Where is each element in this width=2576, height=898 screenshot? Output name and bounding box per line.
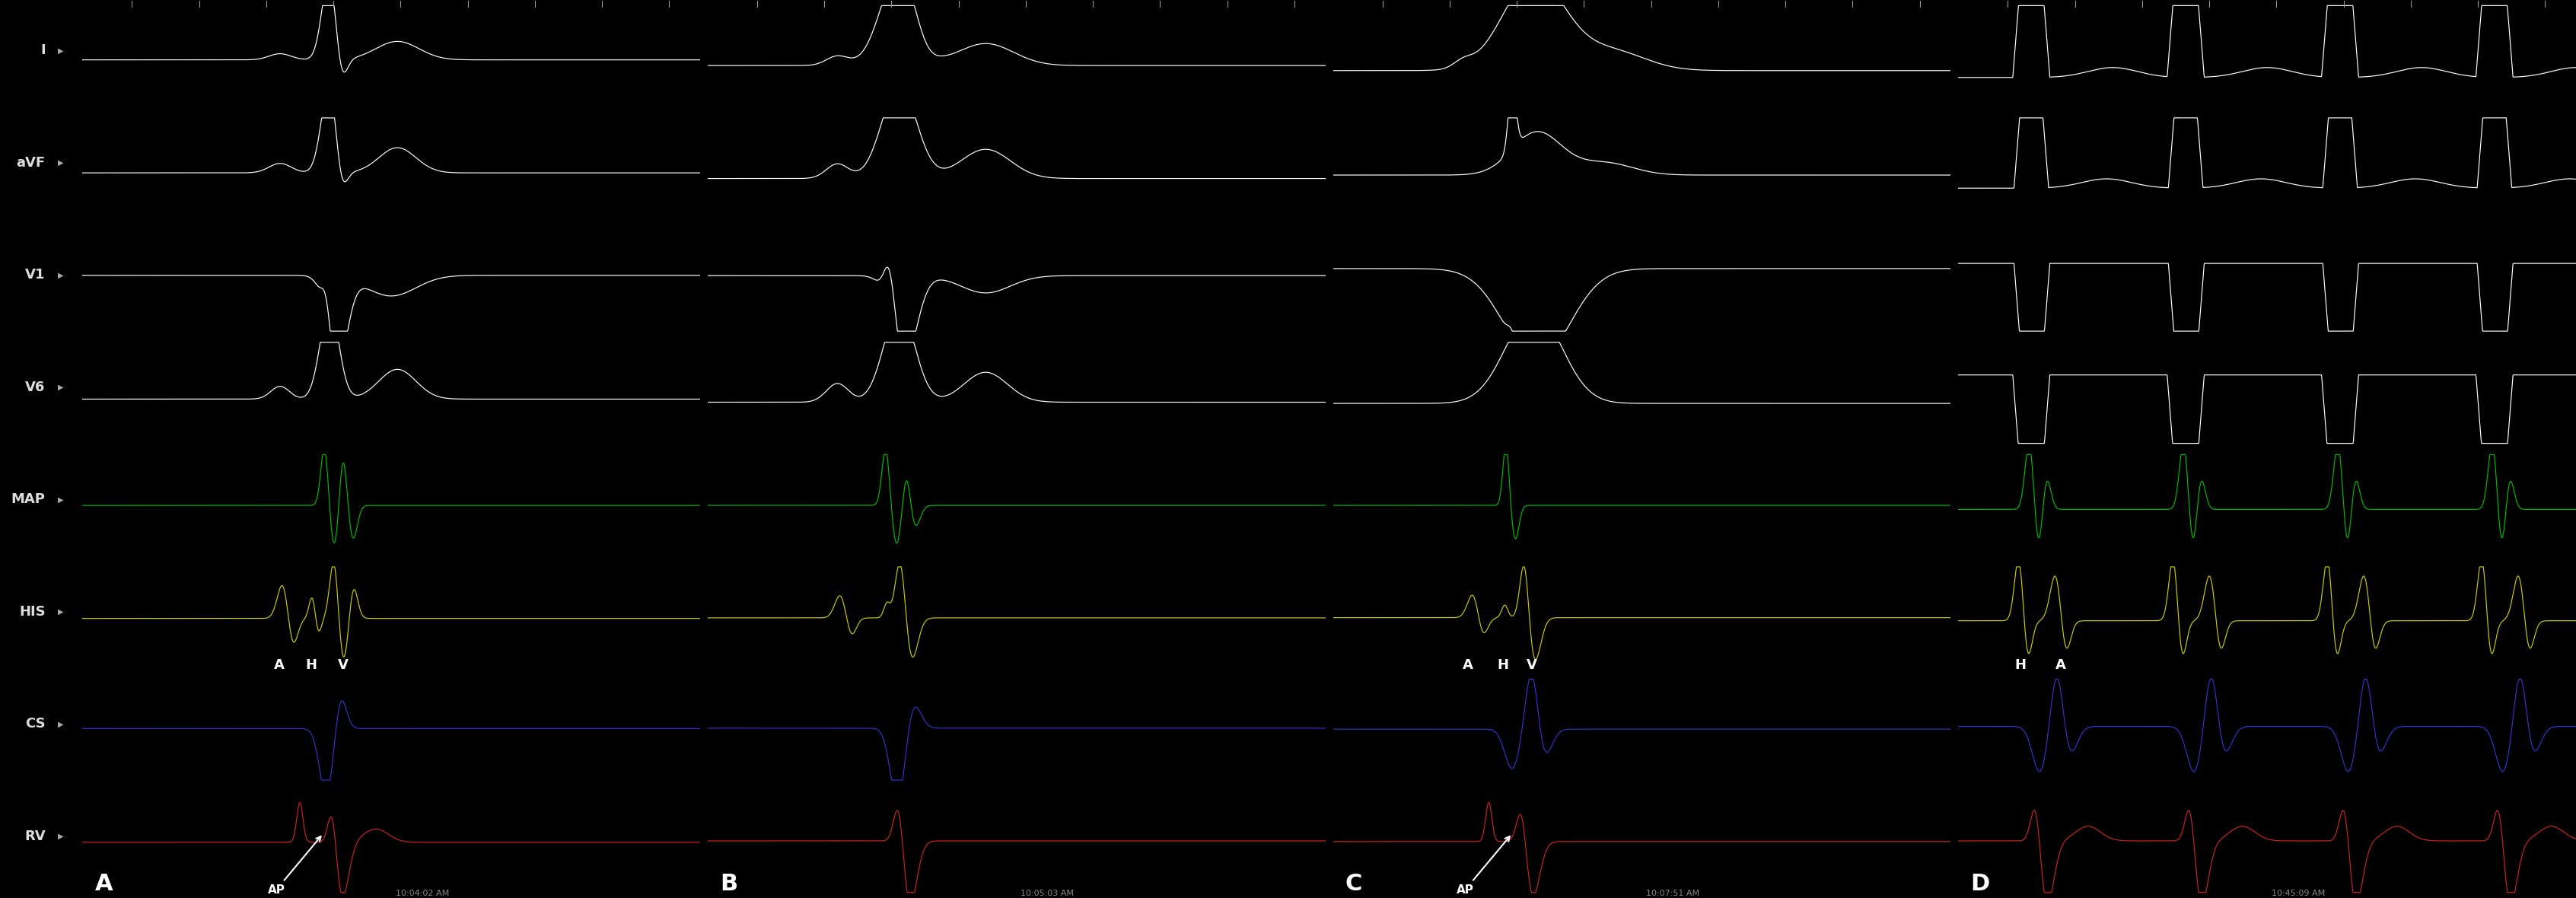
Text: V: V — [1528, 658, 1538, 672]
Text: ▶: ▶ — [57, 271, 64, 278]
Text: ▶: ▶ — [57, 47, 64, 54]
Text: AP: AP — [1455, 836, 1510, 895]
Text: A: A — [273, 658, 283, 672]
Text: 10:05:03 AM: 10:05:03 AM — [1020, 889, 1074, 897]
Text: A: A — [1463, 658, 1473, 672]
Text: 10:45:09 AM: 10:45:09 AM — [2272, 889, 2324, 897]
Text: A: A — [95, 873, 113, 895]
Text: ▶: ▶ — [57, 832, 64, 840]
Text: ▶: ▶ — [57, 383, 64, 391]
Text: aVF: aVF — [15, 156, 46, 170]
Text: MAP: MAP — [10, 493, 46, 506]
Text: CS: CS — [26, 718, 46, 731]
Text: A: A — [2056, 658, 2066, 672]
Text: H: H — [2014, 658, 2025, 672]
Text: HIS: HIS — [18, 605, 46, 619]
Text: AP: AP — [268, 836, 322, 895]
Text: H: H — [1497, 658, 1510, 672]
Text: C: C — [1345, 873, 1363, 895]
Text: B: B — [721, 873, 737, 895]
Text: ▶: ▶ — [57, 608, 64, 615]
Text: 10:04:02 AM: 10:04:02 AM — [394, 889, 448, 897]
Text: 10:07:51 AM: 10:07:51 AM — [1646, 889, 1700, 897]
Text: ▶: ▶ — [57, 496, 64, 503]
Text: D: D — [1971, 873, 1991, 895]
Text: V: V — [337, 658, 348, 672]
Text: I: I — [41, 44, 46, 57]
Text: ▶: ▶ — [57, 159, 64, 166]
Text: V1: V1 — [26, 269, 46, 282]
Text: ▶: ▶ — [57, 720, 64, 727]
Text: V6: V6 — [26, 381, 46, 394]
Text: H: H — [304, 658, 317, 672]
Text: RV: RV — [23, 830, 46, 843]
